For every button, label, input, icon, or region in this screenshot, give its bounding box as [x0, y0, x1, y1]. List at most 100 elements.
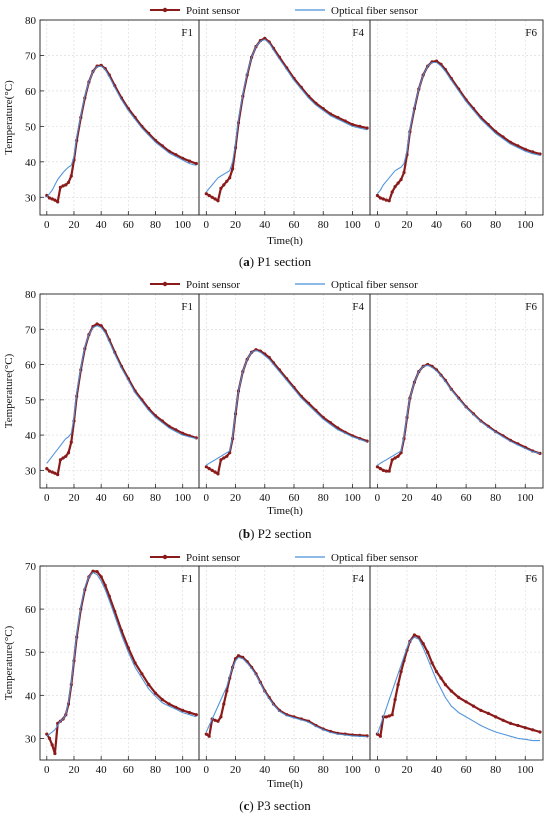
- panel-label: F6: [525, 27, 537, 39]
- data-point-point-sensor: [64, 183, 68, 187]
- data-point-point-sensor: [99, 324, 103, 328]
- x-tick-label: 40: [96, 764, 108, 776]
- x-tick-label: 100: [517, 764, 534, 776]
- x-tick-label: 100: [517, 219, 534, 231]
- data-point-point-sensor: [384, 469, 388, 473]
- x-axis-title: Time(h): [267, 778, 303, 790]
- x-tick-label: 40: [259, 764, 271, 776]
- data-point-point-sensor: [393, 456, 397, 460]
- chart-a: Point sensor Optical fiber sensor Temperat…: [3, 5, 544, 269]
- data-point-point-sensor: [56, 200, 60, 204]
- data-point-point-sensor: [236, 654, 241, 658]
- x-tick-label: 100: [174, 764, 191, 776]
- data-point-point-sensor: [95, 570, 99, 574]
- x-tick-label: 40: [431, 492, 443, 504]
- data-point-point-sensor: [479, 708, 483, 713]
- x-tick-label: 60: [123, 219, 135, 231]
- y-tick-label: 50: [25, 395, 37, 407]
- series-line-optical-fiber-sensor: [46, 65, 197, 198]
- x-tick-label: 80: [318, 764, 330, 776]
- data-point-point-sensor: [390, 713, 394, 717]
- data-point-point-sensor: [66, 451, 71, 455]
- data-point-point-sensor: [66, 180, 71, 184]
- data-point-point-sensor: [133, 661, 137, 665]
- data-point-point-sensor: [64, 454, 68, 458]
- y-axis-title: Temperature(°C): [3, 353, 15, 428]
- data-point-point-sensor: [449, 689, 453, 693]
- data-point-point-sensor: [213, 197, 217, 201]
- panel-f4: 0 20 40 60 80 100 F4: [198, 565, 371, 776]
- data-point-point-sensor: [58, 185, 63, 189]
- series-line-optical-fiber-sensor: [205, 38, 368, 193]
- x-tick-label: 80: [490, 764, 502, 776]
- data-point-point-sensor: [50, 197, 54, 201]
- x-tick-label: 0: [204, 219, 210, 231]
- x-tick-label: 0: [204, 492, 210, 504]
- x-axis-title: Time(h): [267, 505, 303, 517]
- legend-label-fiber: Optical fiber sensor: [331, 5, 418, 17]
- legend: Point sensor Optical fiber sensor: [150, 279, 418, 291]
- data-point-point-sensor: [393, 698, 397, 702]
- x-tick-label: 60: [461, 764, 473, 776]
- panel-f1: 0 20 40 60 80 100 F1: [39, 565, 200, 776]
- data-point-point-sensor: [61, 456, 65, 460]
- data-point-point-sensor: [494, 715, 498, 719]
- data-point-point-sensor: [457, 695, 461, 700]
- data-point-point-sensor: [69, 174, 73, 178]
- x-tick-label: 20: [68, 492, 80, 504]
- y-tick-label: 30: [25, 465, 37, 477]
- data-point-point-sensor: [393, 185, 397, 189]
- data-point-point-sensor: [210, 195, 214, 199]
- data-point-point-sensor: [147, 683, 151, 687]
- data-point-point-sensor: [91, 569, 95, 573]
- data-point-point-sensor: [378, 734, 382, 738]
- data-point-point-sensor: [381, 468, 385, 472]
- data-point-point-sensor: [384, 715, 388, 719]
- data-point-point-sensor: [50, 470, 54, 474]
- x-tick-label: 20: [230, 492, 242, 504]
- data-point-point-sensor: [375, 465, 379, 469]
- x-tick-label: 60: [461, 219, 473, 231]
- x-tick-label: 40: [431, 764, 443, 776]
- panel-f1: 0 20 40 60 80 100 F1: [39, 19, 200, 231]
- x-tick-label: 0: [375, 219, 381, 231]
- panel-frame: [369, 565, 544, 761]
- data-point-point-sensor: [61, 184, 65, 188]
- legend-label-point: Point sensor: [186, 5, 240, 17]
- data-point-point-sensor: [417, 635, 421, 639]
- panel-f4: 0 20 40 60 80 100 F4: [198, 19, 371, 231]
- data-point-point-sensor: [47, 736, 52, 741]
- data-point-point-sensor: [216, 472, 220, 476]
- data-point-point-sensor: [204, 192, 208, 196]
- data-point-point-sensor: [153, 691, 158, 695]
- data-point-point-sensor: [228, 176, 232, 180]
- x-tick-label: 0: [204, 764, 210, 776]
- data-point-point-sensor: [194, 162, 198, 166]
- legend-marker-point: [162, 554, 168, 560]
- y-axis-title: Temperature(°C): [3, 80, 15, 155]
- x-tick-label: 80: [490, 492, 502, 504]
- data-point-point-sensor: [47, 469, 52, 473]
- x-tick-label: 60: [289, 764, 301, 776]
- figure-caption: (b) P2 section: [239, 526, 312, 541]
- data-point-point-sensor: [343, 119, 347, 123]
- x-tick-label: 20: [401, 219, 413, 231]
- caption-text: P2 section: [258, 526, 312, 541]
- data-point-point-sensor: [426, 650, 430, 654]
- panel-f6: 0 20 40 60 80 100 F6: [369, 19, 544, 231]
- x-tick-label: 0: [375, 764, 381, 776]
- data-point-point-sensor: [531, 150, 535, 154]
- series-line-point-sensor: [376, 633, 541, 738]
- x-tick-label: 60: [289, 492, 301, 504]
- legend: Point sensor Optical fiber sensor: [150, 5, 418, 17]
- caption-letter: a: [243, 254, 250, 269]
- legend-label-point: Point sensor: [186, 552, 240, 564]
- data-point-point-sensor: [439, 676, 443, 680]
- y-tick-label: 80: [25, 289, 37, 301]
- x-tick-label: 80: [150, 764, 162, 776]
- x-tick-label: 40: [96, 492, 108, 504]
- series-line-point-sensor: [205, 348, 368, 475]
- data-point-point-sensor: [471, 704, 476, 708]
- panel-label: F4: [352, 301, 364, 313]
- figure-caption: (a) P1 section: [239, 254, 312, 269]
